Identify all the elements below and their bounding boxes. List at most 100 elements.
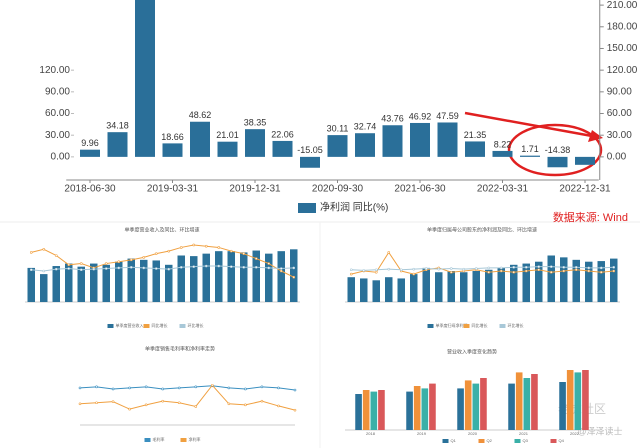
legend-label: 净利率 — [189, 436, 201, 442]
line-point — [179, 265, 183, 269]
legend-label: 单季度营业收入 — [116, 322, 144, 328]
legend-swatch — [499, 324, 506, 328]
legend-swatch — [442, 439, 449, 443]
y-tick-label: 90.00 — [45, 86, 70, 97]
bar — [77, 266, 85, 302]
bar — [566, 370, 574, 430]
x-tick-label: 2021-06-30 — [394, 184, 446, 195]
bar — [135, 0, 155, 157]
line-point — [549, 270, 553, 274]
bar — [547, 255, 555, 302]
bar — [378, 390, 385, 430]
data-label: 18.66 — [161, 132, 184, 142]
line-point — [574, 265, 578, 269]
line-point — [227, 386, 231, 390]
line-point — [67, 267, 71, 270]
line-point — [424, 267, 428, 270]
line-point — [254, 257, 258, 260]
line-point — [229, 265, 233, 268]
line-point — [474, 267, 478, 270]
data-label: -14.38 — [545, 145, 571, 155]
line — [79, 385, 296, 391]
x-tick-label: 2019-03-31 — [147, 184, 199, 195]
line-point — [78, 386, 82, 390]
line-point — [574, 268, 578, 272]
data-label: 43.76 — [381, 114, 404, 124]
bar — [472, 271, 480, 302]
line-point — [211, 383, 214, 387]
line-point — [142, 266, 146, 270]
bar — [460, 272, 468, 302]
line-point — [254, 265, 258, 269]
y-tick-label: 60.00 — [45, 108, 70, 119]
line-point — [129, 258, 133, 262]
y-tick-label: 120.00 — [39, 65, 70, 76]
arrow — [464, 111, 593, 138]
bar — [523, 378, 531, 430]
line-point — [244, 403, 247, 407]
watermark: @泽泽读士 — [577, 425, 622, 436]
bar — [437, 122, 458, 157]
legend-swatch — [180, 438, 187, 442]
line-point — [128, 407, 131, 411]
chart-title: 单季度销售毛利率和净利率走势 — [145, 345, 215, 352]
line-point — [599, 270, 603, 274]
bar — [272, 140, 293, 157]
bar — [515, 372, 523, 430]
bar — [40, 274, 48, 302]
line-point — [167, 249, 171, 253]
bar — [372, 280, 380, 302]
line-point — [154, 267, 158, 270]
line-point — [244, 387, 247, 391]
line-point — [194, 405, 198, 408]
legend-swatch — [144, 438, 151, 442]
y2-tick-label: 60.00 — [607, 108, 632, 119]
bar — [480, 378, 487, 430]
line-point — [437, 267, 441, 271]
data-label: 1.71 — [521, 144, 539, 154]
legend-swatch — [514, 439, 521, 443]
bar — [429, 383, 436, 430]
bar — [531, 374, 538, 430]
bar — [80, 149, 100, 157]
legend-swatch — [427, 324, 434, 328]
line-point — [537, 268, 541, 272]
line-point — [292, 266, 296, 270]
x-tick-label: 2020-09-30 — [312, 184, 364, 195]
line-point — [562, 265, 566, 269]
legend-swatch — [107, 324, 114, 328]
line-point — [142, 256, 146, 259]
data-label: 47.59 — [436, 111, 459, 121]
line-point — [374, 270, 378, 274]
bar — [190, 256, 198, 302]
line-point — [192, 243, 196, 247]
line-point — [29, 268, 33, 272]
y2-tick-label: 210.00 — [607, 0, 638, 11]
line-point — [154, 252, 158, 255]
legend-label: 毛利率 — [153, 436, 165, 442]
line-point — [512, 265, 516, 269]
bar — [27, 267, 35, 302]
data-label: 48.62 — [189, 110, 212, 120]
legend-swatch — [179, 324, 186, 328]
x-tick-label: 2022-12-31 — [559, 184, 611, 195]
bar — [347, 277, 355, 302]
bar — [464, 380, 472, 430]
bar — [190, 121, 210, 157]
bar — [240, 252, 248, 302]
line-point — [277, 386, 280, 390]
legend-label: Q1 — [451, 438, 457, 443]
line-point — [95, 401, 98, 405]
x-tick-label: 2021 — [519, 431, 529, 436]
legend-label: 环比增长 — [188, 322, 204, 328]
line-point — [161, 399, 164, 403]
line-point — [587, 269, 591, 273]
line-point — [129, 265, 133, 269]
line-point — [279, 267, 283, 270]
bar — [421, 388, 429, 430]
line-point — [293, 388, 297, 392]
line-point — [144, 385, 148, 389]
chart-title: 单季度营业收入及同比、环比增速 — [124, 226, 199, 233]
x-tick-label: 2018-06-30 — [64, 184, 116, 195]
